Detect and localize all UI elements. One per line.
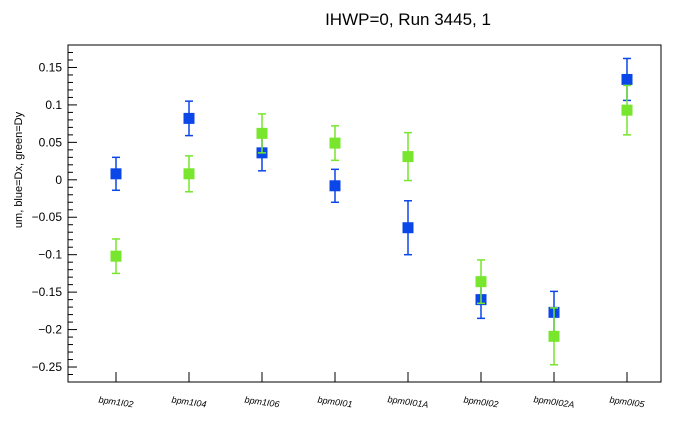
y-tick-label: −0.05	[32, 210, 63, 224]
y-tick-label: 0.15	[39, 60, 63, 74]
data-point	[256, 127, 268, 139]
series-1	[110, 84, 633, 366]
x-tick-label: bpm0I05	[609, 395, 646, 410]
x-axis: bpm1I02 bpm1I04 bpm1I06 bpm0I01 bpm0I01A bpm0…	[98, 372, 646, 410]
data-point	[548, 330, 560, 342]
y-axis: 0.15 0.1 0.05 0 −0.05 −0.1 −0.15 −0.2 −0.25	[32, 51, 77, 376]
series-0	[110, 57, 633, 335]
data-point	[183, 168, 195, 180]
data-point	[402, 222, 414, 234]
plot-frame	[67, 44, 662, 383]
y-axis-label: um, blue=Dx, green=Dy	[13, 111, 25, 228]
x-tick-label: bpm0I02	[463, 395, 499, 410]
x-tick-label: bpm1I02	[98, 395, 134, 410]
chart-title: IHWP=0, Run 3445, 1	[325, 10, 491, 29]
data-point	[621, 73, 633, 85]
x-tick-label: bpm0I01A	[387, 394, 429, 410]
y-tick-label: −0.1	[38, 248, 62, 262]
y-tick-label: −0.25	[32, 360, 63, 374]
data-point	[110, 168, 122, 180]
data-point	[402, 151, 414, 163]
data-point	[110, 250, 122, 262]
data-point	[621, 104, 633, 116]
data-point	[183, 112, 195, 124]
x-tick-label: bpm0I02A	[533, 394, 575, 410]
data-point	[475, 276, 487, 288]
x-tick-label: bpm0I01	[317, 395, 353, 410]
y-tick-label: 0.1	[45, 98, 62, 112]
y-tick-label: 0	[55, 173, 62, 187]
x-tick-label: bpm1I04	[171, 395, 207, 410]
x-tick-label: bpm1I06	[244, 395, 280, 410]
data-point	[329, 137, 341, 149]
y-tick-label: 0.05	[39, 135, 63, 149]
series-layer	[110, 57, 633, 366]
data-point	[329, 180, 341, 192]
y-tick-label: −0.2	[38, 323, 62, 337]
y-tick-label: −0.15	[32, 285, 63, 299]
